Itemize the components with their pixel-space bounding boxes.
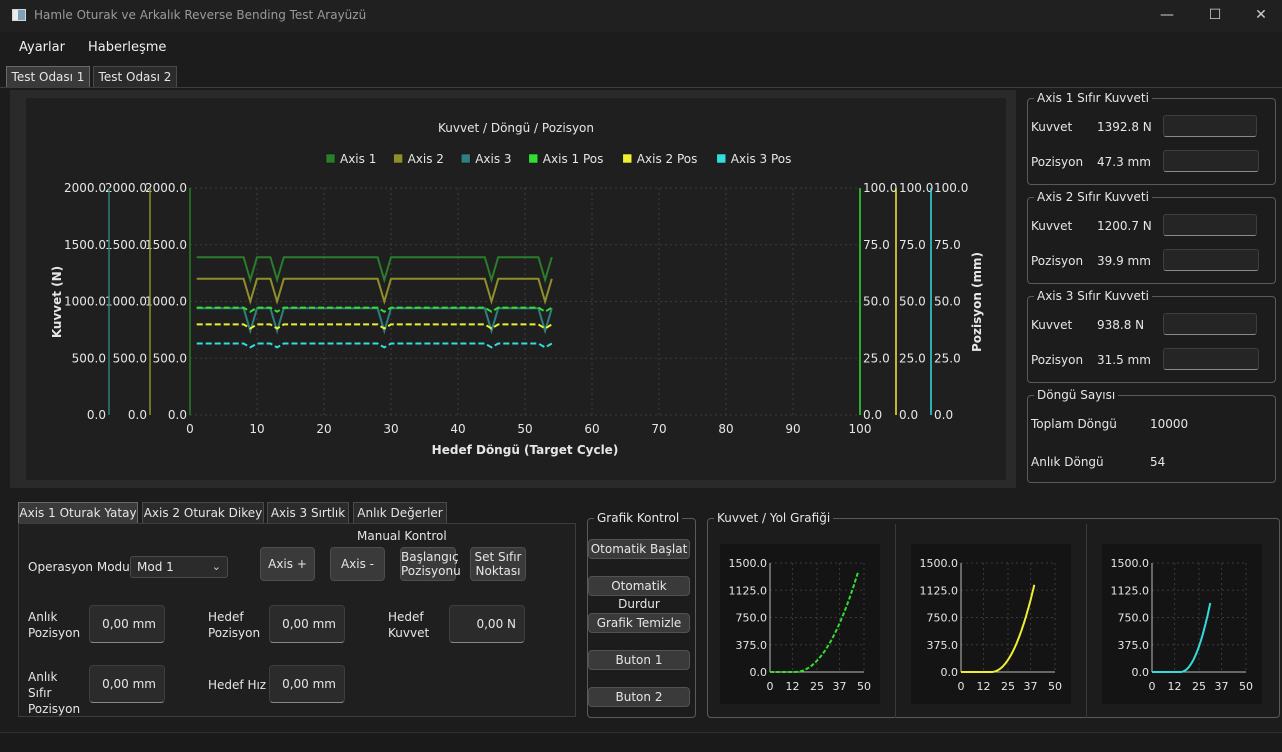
axis-plus-button[interactable]: Axis +	[260, 547, 315, 581]
axis-3-kuvvet-label: Kuvvet	[1031, 318, 1073, 332]
operation-mode-label: Operasyon Modu:	[28, 560, 134, 574]
menu-haberlesme[interactable]: Haberleşme	[88, 40, 167, 55]
menu-bar: Ayarlar Haberleşme	[0, 32, 1282, 62]
axis-2-pozisyon-value: 39.9 mm	[1097, 254, 1151, 268]
tab-axis-2-oturak-dikey[interactable]: Axis 2 Oturak Dikey	[142, 502, 264, 524]
title-bar: Hamle Oturak ve Arkalık Reverse Bending …	[0, 0, 1282, 32]
hedef-pozisyon-field[interactable]: 0,00 mm	[269, 605, 345, 643]
axis-3-pozisyon-label: Pozisyon	[1031, 353, 1084, 367]
hedef-hiz-field[interactable]: 0,00 mm	[269, 665, 345, 703]
hedef-pozisyon-label: Hedef Pozisyon	[208, 610, 261, 640]
main-chart-area	[26, 98, 1006, 480]
auto-stop-button[interactable]: Otomatik Durdur	[588, 576, 690, 611]
anlik-sifir-pozisyon-field[interactable]: 0,00 mm	[89, 665, 165, 703]
axis-1-kuvvet-field[interactable]	[1163, 115, 1257, 137]
button-1[interactable]: Buton 1	[588, 650, 690, 670]
graph-control-group: Grafik Kontrol	[587, 511, 696, 718]
button-2[interactable]: Buton 2	[588, 687, 690, 707]
instant-cycle-value: 54	[1150, 455, 1166, 469]
axis-3-card-title: Axis 3 Sıfır Kuvveti	[1034, 289, 1152, 303]
maximize-button[interactable]: ☐	[1208, 7, 1222, 23]
cycle-card: Döngü Sayısı	[1027, 388, 1276, 483]
status-bar	[0, 732, 1282, 752]
axis-3-kuvvet-value: 938.8 N	[1097, 318, 1145, 332]
auto-start-button[interactable]: Otomatik Başlat	[588, 539, 690, 559]
hedef-kuvvet-label: Hedef Kuvvet	[388, 610, 430, 640]
minimize-button[interactable]: —	[1160, 7, 1174, 23]
force-path-group: Kuvvet / Yol Grafiği	[707, 511, 1280, 718]
axis-1-pozisyon-value: 47.3 mm	[1097, 155, 1151, 169]
axis-3-pozisyon-value: 31.5 mm	[1097, 353, 1151, 367]
axis-2-card: Axis 2 Sıfır Kuvveti	[1027, 190, 1276, 284]
axis-1-kuvvet-label: Kuvvet	[1031, 120, 1073, 134]
axis-2-kuvvet-field[interactable]	[1163, 214, 1257, 236]
axis-3-kuvvet-field[interactable]	[1163, 313, 1257, 335]
mini-divider	[1086, 524, 1087, 718]
force-path-title: Kuvvet / Yol Grafiği	[714, 511, 834, 525]
set-zero-button[interactable]: Set Sıfır Noktası	[470, 547, 526, 581]
axis-2-card-title: Axis 2 Sıfır Kuvveti	[1034, 190, 1152, 204]
tab-anlik-degerler[interactable]: Anlık Değerler	[353, 502, 447, 524]
mini-chart-2-bg	[911, 544, 1071, 704]
manual-control-title: Manual Kontrol	[357, 529, 447, 543]
window-title: Hamle Oturak ve Arkalık Reverse Bending …	[34, 8, 367, 22]
mini-chart-1-bg	[720, 544, 880, 704]
tab-axis-3-sirtlik[interactable]: Axis 3 Sırtlık	[267, 502, 349, 524]
axis-2-kuvvet-value: 1200.7 N	[1097, 219, 1152, 233]
total-cycle-label: Toplam Döngü	[1031, 417, 1117, 431]
main-tab-bar: Test Odası 1 Test Odası 2	[0, 64, 1282, 88]
tab-test-odasi-2[interactable]: Test Odası 2	[93, 66, 177, 88]
axis-1-kuvvet-value: 1392.8 N	[1097, 120, 1152, 134]
axis-minus-button[interactable]: Axis -	[330, 547, 385, 581]
cycle-card-title: Döngü Sayısı	[1034, 388, 1119, 402]
tab-divider	[0, 87, 1282, 88]
graph-control-title: Grafik Kontrol	[594, 511, 683, 525]
instant-cycle-label: Anlık Döngü	[1031, 455, 1104, 469]
clear-graph-button[interactable]: Grafik Temizle	[588, 613, 690, 633]
tab-test-odasi-1[interactable]: Test Odası 1	[6, 66, 90, 88]
axis-1-pozisyon-label: Pozisyon	[1031, 155, 1084, 169]
anlik-sifir-pozisyon-label: Anlık Sıfır Pozisyon	[28, 670, 81, 716]
chevron-down-icon: ⌄	[211, 560, 221, 573]
close-button[interactable]: ✕	[1255, 7, 1267, 23]
axis-2-kuvvet-label: Kuvvet	[1031, 219, 1073, 233]
axis-3-pozisyon-field[interactable]	[1163, 348, 1259, 370]
hedef-hiz-label: Hedef Hız	[208, 678, 267, 692]
axis-3-card: Axis 3 Sıfır Kuvveti	[1027, 289, 1276, 383]
axis-2-pozisyon-label: Pozisyon	[1031, 254, 1084, 268]
operation-mode-value: Mod 1	[137, 560, 174, 574]
total-cycle-value: 10000	[1150, 417, 1189, 431]
axis-1-pozisyon-field[interactable]	[1163, 150, 1259, 172]
axis-1-card-title: Axis 1 Sıfır Kuvveti	[1034, 91, 1152, 105]
start-position-button[interactable]: Başlangıç Pozisyonu	[400, 547, 461, 581]
tab-axis-1-oturak-yatay[interactable]: Axis 1 Oturak Yatay	[18, 502, 138, 524]
operation-mode-select[interactable]: Mod 1 ⌄	[130, 556, 228, 578]
axis-2-pozisyon-field[interactable]	[1163, 249, 1259, 271]
menu-ayarlar[interactable]: Ayarlar	[19, 40, 65, 55]
axis-1-card: Axis 1 Sıfır Kuvveti	[1027, 91, 1276, 185]
hedef-kuvvet-field[interactable]: 0,00 N	[449, 605, 525, 643]
anlik-pozisyon-field[interactable]: 0,00 mm	[89, 605, 165, 643]
mini-chart-3-bg	[1102, 544, 1262, 704]
mini-divider	[895, 524, 896, 718]
anlik-pozisyon-label: Anlık Pozisyon	[28, 610, 81, 640]
app-icon	[12, 9, 26, 21]
